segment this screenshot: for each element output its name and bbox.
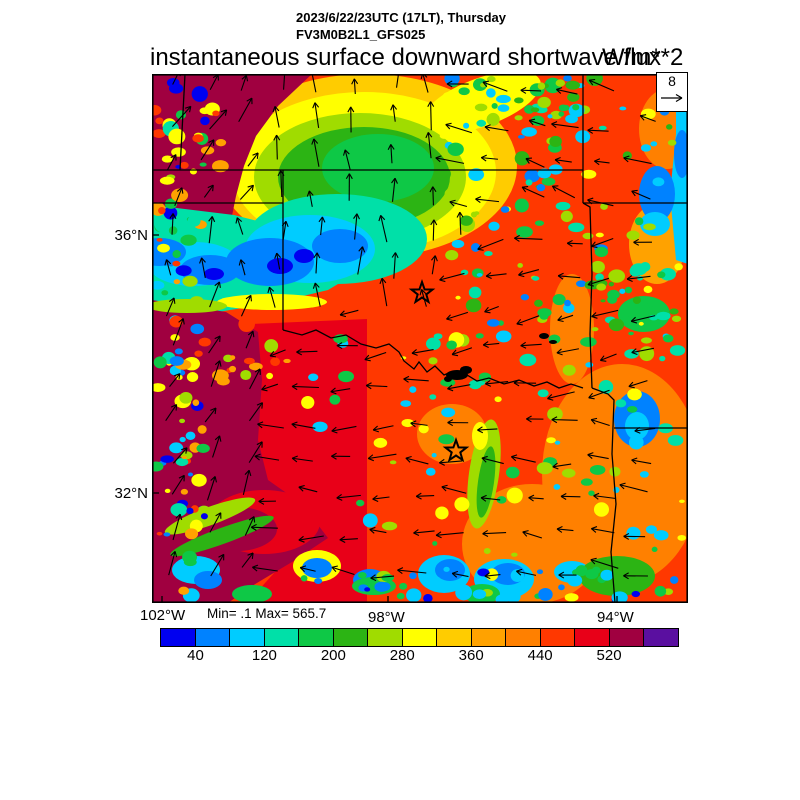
colorbar-tick-label: 280 (389, 647, 415, 664)
colorbar-cell (402, 629, 438, 646)
lakes (444, 333, 557, 382)
city-star-oklahoma-city (408, 278, 436, 305)
colorbar-tick-label: 40 (187, 647, 204, 664)
flux-map (152, 74, 689, 604)
map-panel (152, 74, 689, 604)
lon-label-102w: 102°W (140, 607, 186, 624)
colorbar-tick-label: 360 (458, 647, 484, 664)
wind-reference-arrow-icon (661, 93, 683, 103)
axis-ticks (153, 234, 618, 602)
wind-reference-value: 8 (668, 73, 676, 89)
colorbar-tick-label: 520 (596, 647, 622, 664)
colorbar-cell (299, 629, 334, 646)
units-label: W/m**2 (602, 44, 684, 71)
map-canvas (152, 74, 688, 603)
cloud-and-clear-regions (152, 74, 688, 603)
colorbar-tick-label: 200 (320, 647, 346, 664)
colorbar-tick-label: 120 (251, 647, 277, 664)
variable-title: instantaneous surface downward shortwave… (150, 44, 661, 71)
colorbar-cell (437, 629, 472, 646)
colorbar-cell (264, 629, 300, 646)
colorbar-cell (230, 629, 265, 646)
colorbar-cell (333, 629, 369, 646)
colorbar-cell (195, 629, 231, 646)
valid-time-title: 2023/6/22/23UTC (17LT), Thursday (296, 10, 507, 25)
lon-label-94w: 94°W (597, 609, 634, 626)
lat-label-36n: 36°N (114, 227, 148, 244)
colorbar (160, 628, 679, 647)
lat-label-32n: 32°N (114, 485, 148, 502)
colorbar-cell (161, 629, 196, 646)
colorbar-cell (644, 629, 678, 646)
colorbar-cell (575, 629, 610, 646)
min-max-stats: Min= .1 Max= 565.7 (207, 606, 327, 621)
wind-reference-legend: 8 (656, 72, 688, 112)
colorbar-cell (609, 629, 645, 646)
state-borders (152, 74, 688, 603)
city-star-dallas (442, 436, 470, 463)
wind-vectors (164, 74, 656, 582)
colorbar-cell (471, 629, 507, 646)
colorbar-cell (540, 629, 576, 646)
map-frame (152, 74, 689, 604)
model-title: FV3M0B2L1_GFS025 (296, 27, 426, 42)
colorbar-cell (506, 629, 541, 646)
colorbar-tick-label: 440 (527, 647, 553, 664)
colorbar-cell (368, 629, 403, 646)
lon-label-98w: 98°W (368, 609, 405, 626)
